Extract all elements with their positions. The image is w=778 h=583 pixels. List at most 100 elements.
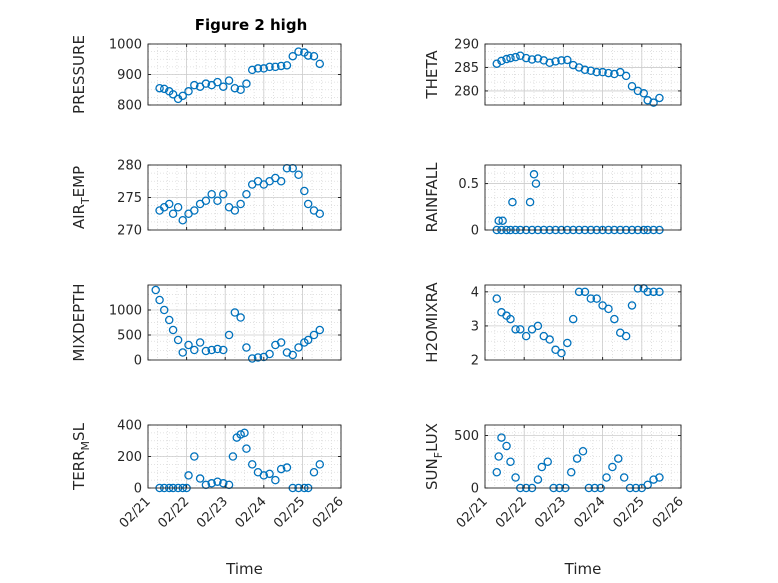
data-point	[230, 206, 240, 215]
data-point	[643, 287, 652, 297]
yaxis-label-subscript: T	[79, 197, 92, 205]
data-point	[492, 467, 502, 477]
data-point	[586, 66, 596, 75]
data-point	[190, 452, 199, 461]
data-point	[168, 90, 178, 99]
data-point	[586, 294, 596, 303]
data-point	[236, 85, 245, 95]
data-point	[155, 295, 164, 305]
data-point	[525, 197, 535, 207]
data-point	[207, 189, 216, 199]
data-point	[184, 87, 193, 96]
data-point	[557, 348, 566, 358]
data-point	[276, 464, 286, 474]
axes-box	[484, 164, 682, 231]
data-point	[315, 460, 325, 469]
data-point	[247, 65, 257, 75]
ytick-label: 280	[117, 159, 142, 174]
data-point	[190, 80, 199, 90]
data-point	[242, 444, 251, 453]
data-point	[572, 454, 582, 463]
ytick-label: 200	[117, 450, 142, 465]
yaxis-label-subscript: M	[79, 441, 92, 451]
data-point	[592, 294, 601, 303]
data-point	[242, 79, 251, 88]
data-point	[259, 471, 269, 480]
data-point	[201, 196, 211, 205]
data-point	[195, 338, 205, 347]
data-point	[527, 55, 537, 64]
ytick-label: 1000	[109, 38, 142, 53]
data-point	[627, 301, 637, 310]
ytick-label: 0	[471, 224, 479, 239]
xaxis-label: Time	[225, 560, 263, 578]
data-point	[259, 64, 269, 73]
data-point	[557, 56, 566, 65]
data-point	[219, 479, 228, 488]
yaxis-label-tail: SL	[70, 422, 88, 441]
panel-mixdepth: 0 500 1000 MIXDEPTH	[70, 283, 342, 369]
xtick-label: 02/23	[194, 494, 231, 531]
xtick-label: 02/23	[532, 494, 569, 531]
data-point	[643, 480, 652, 490]
data-point	[224, 330, 234, 340]
data-point	[282, 61, 292, 70]
data-point	[649, 98, 658, 107]
data-point	[506, 457, 515, 466]
data-point	[242, 189, 251, 199]
data-point	[178, 91, 187, 101]
ytick-label: 0.5	[458, 177, 479, 192]
yaxis-label-main: PRESSURE	[70, 35, 88, 114]
ytick-label: 0	[134, 482, 142, 497]
data-point	[300, 186, 309, 196]
ytick-label: 280	[454, 84, 479, 99]
data-point	[502, 441, 511, 451]
data-point	[271, 475, 280, 485]
ytick-label: 290	[454, 38, 479, 53]
data-point	[315, 59, 325, 69]
data-point	[184, 471, 193, 480]
data-point	[494, 216, 503, 225]
data-point	[271, 62, 280, 72]
data-point	[230, 308, 240, 317]
panel-sun_flux: 0 500 02/21 02/22 02/23 02/24 02/25 02/26 Time SU…	[423, 423, 687, 578]
data-point	[168, 325, 178, 335]
yaxis-label: THETA	[423, 50, 441, 100]
data-point	[506, 53, 515, 63]
data-point	[253, 353, 263, 362]
panel-air_temp: 270 275 280 AIRTEMP	[70, 159, 342, 239]
yaxis-label-main: TERR	[70, 450, 88, 491]
axes-box	[484, 284, 682, 361]
data-point	[242, 343, 251, 352]
xtick-label: 02/22	[493, 494, 530, 531]
data-point	[207, 479, 216, 488]
data-point	[178, 215, 187, 225]
data-point	[580, 65, 590, 75]
data-point	[608, 462, 617, 472]
ytick-label: 0	[134, 354, 142, 369]
data-point	[592, 67, 601, 77]
yaxis-label-tail: EMP	[70, 166, 88, 197]
ytick-label: 270	[117, 224, 142, 239]
data-point	[219, 345, 228, 355]
data-point	[303, 199, 313, 209]
data-point	[511, 325, 520, 334]
data-point	[164, 199, 174, 209]
data-point	[184, 340, 193, 350]
data-point	[655, 473, 664, 482]
yaxis-label: RAINFALL	[423, 162, 441, 233]
xtick-label: 02/21	[454, 494, 491, 531]
data-point	[315, 325, 325, 335]
data-point	[294, 170, 303, 179]
data-point	[309, 467, 319, 477]
data-point	[492, 294, 502, 303]
yaxis-label-subscript: F	[432, 452, 445, 458]
data-point	[288, 350, 297, 360]
yaxis-label-main: MIXDEPTH	[70, 283, 88, 361]
data-point	[247, 460, 257, 469]
data-point	[224, 480, 234, 490]
ytick-label: 500	[454, 429, 479, 444]
data-point	[201, 346, 211, 356]
yaxis-label-main: AIR	[70, 204, 88, 229]
ytick-label: 0	[471, 482, 479, 497]
